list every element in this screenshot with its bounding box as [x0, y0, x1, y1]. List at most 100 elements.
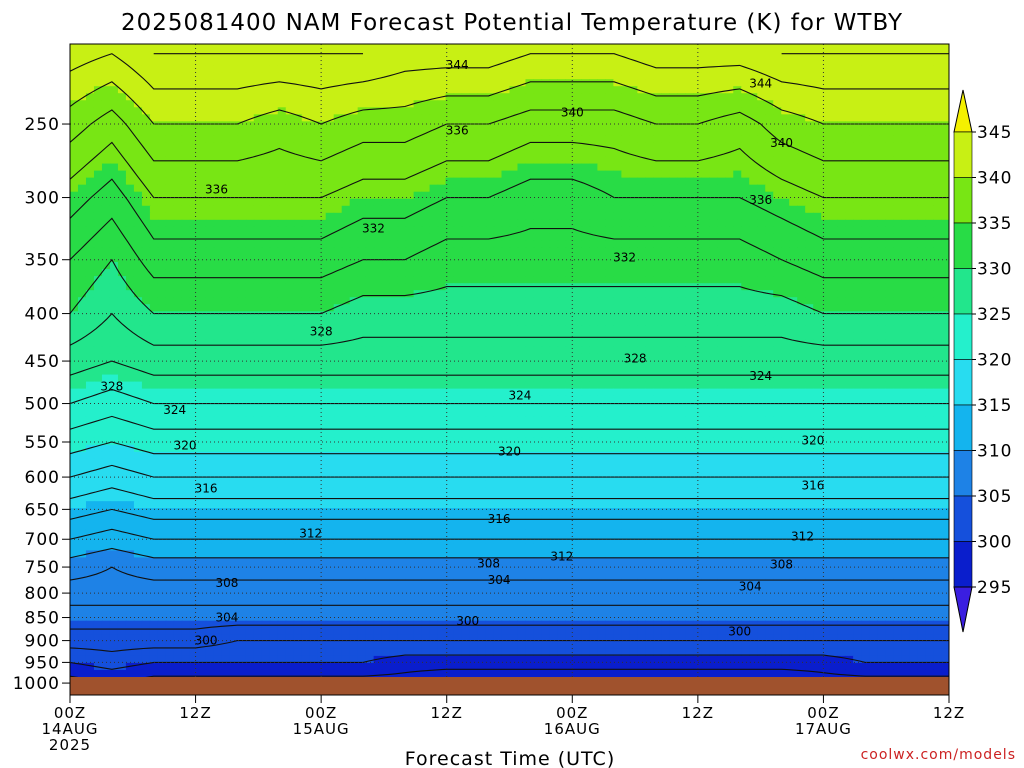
field-cell: [717, 219, 726, 228]
field-cell: [549, 86, 559, 94]
field-cell: [565, 86, 575, 94]
field-cell: [765, 276, 774, 284]
field-cell: [269, 240, 279, 249]
field-cell: [941, 255, 949, 263]
field-cell: [197, 128, 207, 137]
field-cell: [925, 100, 934, 108]
field-cell: [877, 79, 886, 87]
field-cell: [509, 100, 519, 108]
field-cell: [869, 325, 878, 333]
field-cell: [549, 332, 559, 340]
field-cell: [301, 325, 311, 333]
field-cell: [493, 346, 503, 355]
field-cell: [285, 128, 295, 137]
field-cell: [909, 353, 918, 362]
field-cell: [629, 205, 638, 214]
field-cell: [221, 107, 231, 115]
field-cell: [621, 240, 630, 249]
field-cell: [277, 346, 287, 355]
field-cell: [765, 262, 774, 270]
field-cell: [741, 311, 750, 319]
field-cell: [125, 135, 135, 144]
field-cell: [805, 269, 814, 277]
field-cell: [197, 247, 207, 256]
field-cell: [413, 51, 423, 59]
field-cell: [837, 121, 846, 129]
field-cell: [341, 184, 351, 193]
field-cell: [773, 149, 782, 158]
field-cell: [349, 233, 359, 242]
field-cell: [733, 72, 742, 80]
field-cell: [789, 93, 798, 101]
field-cell: [285, 121, 295, 129]
field-cell: [813, 240, 822, 249]
field-cell: [733, 290, 742, 298]
field-cell: [245, 339, 255, 348]
field-cell: [309, 170, 319, 179]
field-cell: [645, 219, 654, 228]
field-cell: [373, 297, 383, 305]
field-cell: [517, 177, 527, 186]
field-cell: [325, 142, 335, 151]
field-cell: [741, 346, 750, 355]
field-cell: [533, 240, 543, 249]
field-cell: [70, 149, 79, 158]
field-cell: [925, 79, 934, 87]
field-cell: [917, 107, 926, 115]
field-cell: [149, 318, 159, 326]
field-cell: [461, 276, 471, 284]
field-cell: [517, 149, 527, 158]
field-cell: [469, 177, 479, 186]
field-cell: [581, 51, 591, 59]
field-cell: [453, 353, 463, 362]
field-cell: [421, 58, 431, 66]
field-cell: [133, 107, 143, 115]
field-cell: [789, 177, 798, 186]
field-cell: [93, 177, 103, 186]
field-cell: [429, 163, 439, 172]
field-cell: [629, 170, 638, 179]
field-cell: [197, 93, 207, 101]
field-cell: [629, 325, 638, 333]
field-cell: [821, 163, 830, 172]
field-cell: [565, 304, 575, 312]
field-cell: [309, 191, 319, 200]
field-cell: [397, 311, 407, 319]
field-cell: [573, 51, 583, 59]
field-cell: [165, 240, 175, 249]
field-cell: [901, 212, 910, 221]
field-cell: [637, 212, 646, 221]
field-cell: [437, 107, 447, 115]
field-cell: [893, 353, 902, 362]
field-cell: [285, 184, 295, 193]
field-cell: [413, 205, 423, 214]
field-cell: [181, 233, 191, 242]
field-cell: [829, 283, 838, 291]
field-cell: [261, 360, 271, 369]
field-cell: [501, 198, 511, 207]
field-cell: [757, 107, 766, 115]
field-cell: [317, 247, 327, 256]
field-cell: [277, 65, 287, 73]
field-cell: [517, 198, 527, 207]
field-cell: [197, 114, 207, 122]
field-cell: [773, 86, 782, 94]
field-cell: [829, 44, 838, 52]
field-cell: [573, 276, 583, 284]
field-cell: [533, 304, 543, 312]
field-cell: [70, 325, 79, 333]
field-cell: [693, 142, 702, 151]
field-cell: [869, 149, 878, 158]
field-cell: [165, 226, 175, 235]
field-cell: [589, 255, 598, 263]
field-cell: [909, 332, 918, 340]
field-cell: [285, 332, 295, 340]
field-cell: [573, 290, 583, 298]
field-cell: [285, 233, 295, 242]
field-cell: [589, 346, 598, 355]
field-cell: [165, 51, 175, 59]
field-cell: [869, 255, 878, 263]
field-cell: [925, 247, 934, 256]
field-cell: [181, 149, 191, 158]
field-cell: [685, 219, 694, 228]
